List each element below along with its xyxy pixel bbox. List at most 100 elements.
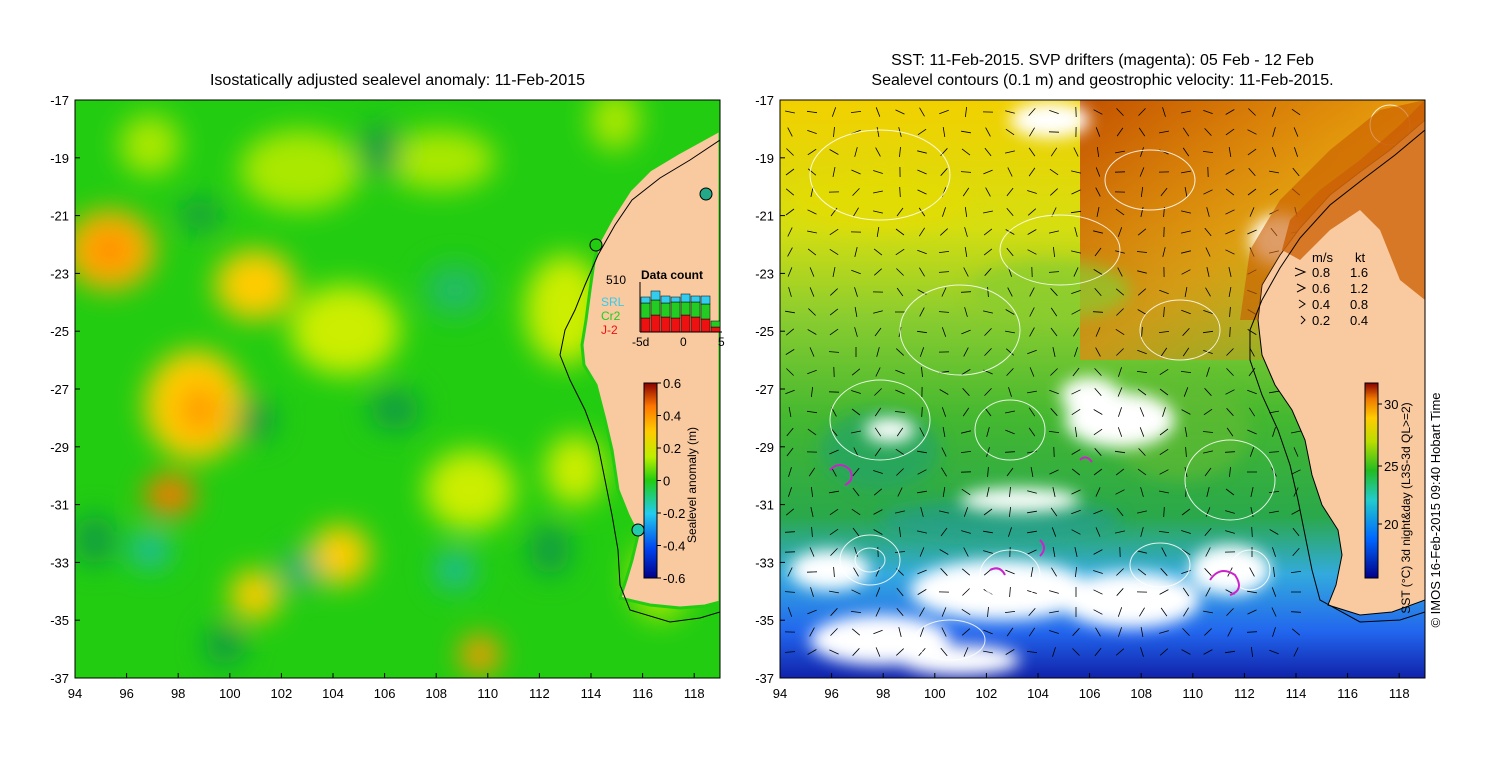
- left-map-title: Isostatically adjusted sealevel anomaly:…: [209, 72, 586, 89]
- data-count-max: 510: [606, 273, 626, 287]
- left-map-xtick-label: 112: [529, 686, 550, 701]
- right-map-xtick-label: 114: [1286, 686, 1307, 701]
- left-map-xtick-label: 114: [581, 686, 602, 701]
- right-map-axes: 94 96 98 100 102 104 106 108 110 112 114 116 118 -17 -…: [755, 93, 1409, 701]
- sea-surface-temperature-map: [780, 100, 1425, 678]
- data-count-bar-j2: [660, 316, 671, 333]
- right-map-ytick-label: -21: [755, 209, 774, 224]
- left-map-xtick-label: 104: [322, 686, 344, 701]
- left-map-ytick-label: -35: [50, 613, 69, 628]
- data-count-bar-j2: [700, 318, 711, 333]
- velocity-legend-ms: 0.2: [1312, 313, 1330, 328]
- left-map-xtick-label: 118: [684, 686, 705, 701]
- left-map-ytick-label: -31: [50, 498, 69, 513]
- left-map-xtick-label: 116: [632, 686, 653, 701]
- right-map-xtick-label: 110: [1182, 686, 1203, 701]
- data-count-bar-cr2: [650, 299, 661, 316]
- left-map-ytick-label: -27: [50, 382, 69, 397]
- right-map-xtick-label: 112: [1234, 686, 1255, 701]
- left-map-ytick-label: -19: [50, 151, 69, 166]
- left-map-ytick-label: -17: [50, 93, 69, 108]
- right-map-xtick-label: 100: [924, 686, 946, 701]
- geostrophic-velocity-arrows: [784, 106, 1302, 658]
- left-map-xtick-label: 108: [425, 686, 447, 701]
- left-map-xtick-label: 110: [477, 686, 498, 701]
- left-map-ytick-label: -23: [50, 266, 69, 281]
- right-map-xtick-label: 96: [824, 686, 838, 701]
- data-count-xtick-0: -5d: [632, 335, 649, 349]
- data-count-bar-srl: [680, 293, 691, 303]
- right-map-xtick-label: 94: [773, 686, 787, 701]
- data-count-bar-srl: [640, 296, 651, 304]
- velocity-legend-arrow: [1294, 267, 1307, 277]
- right-colorbar-label: SST (°C) 3d night&day (L3S-3d QL>=2): [1399, 402, 1413, 613]
- left-map-xtick-label: 94: [68, 686, 82, 701]
- data-count-bar-srl: [700, 295, 711, 305]
- left-colorbar-tick-label: -0.2: [663, 506, 685, 521]
- left-colorbar-tick-label: 0.2: [663, 441, 681, 456]
- data-count-bar-cr2: [640, 302, 651, 319]
- right-map-title-line2: Sealevel contours (0.1 m) and geostrophi…: [871, 72, 1334, 89]
- data-count-bar-srl: [690, 295, 701, 303]
- data-count-bar-cr2: [670, 301, 681, 319]
- left-map-xtick-label: 102: [271, 686, 293, 701]
- left-map-ytick-label: -33: [50, 555, 69, 570]
- right-colorbar: [1364, 382, 1379, 579]
- right-map-ytick-label: -17: [755, 93, 774, 108]
- velocity-legend-header-kt: kt: [1355, 250, 1366, 265]
- velocity-legend-arrow: [1296, 283, 1307, 293]
- data-count-bar-srl: [650, 290, 661, 301]
- velocity-legend-ms: 0.6: [1312, 281, 1330, 296]
- data-count-bar-srl: [670, 296, 681, 303]
- right-map-xtick-label: 102: [976, 686, 998, 701]
- left-map-xtick-label: 106: [374, 686, 396, 701]
- data-count-inset: Data count 510 SRL Cr2 J-2 -5d 0 5: [601, 268, 725, 349]
- right-map-ytick-label: -37: [755, 671, 774, 686]
- left-map-xtick-label: 96: [119, 686, 133, 701]
- right-map-ytick-label: -35: [755, 613, 774, 628]
- right-colorbar-tick-label: 20: [1384, 517, 1398, 532]
- right-map-ytick-label: -31: [755, 498, 774, 513]
- data-count-bar-j2: [690, 316, 701, 333]
- right-colorbar-tick-label: 25: [1384, 459, 1398, 474]
- data-count-bar-j2: [640, 317, 651, 333]
- right-map-ytick-label: -33: [755, 555, 774, 570]
- data-count-bar-j2: [680, 314, 691, 333]
- left-map-ytick-label: -29: [50, 440, 69, 455]
- data-count-bar-srl: [660, 295, 671, 304]
- left-map-ytick-label: -21: [50, 209, 69, 224]
- right-map-xtick-label: 98: [876, 686, 890, 701]
- right-map-xtick-label: 118: [1389, 686, 1410, 701]
- left-map-xtick-label: 98: [171, 686, 185, 701]
- velocity-legend-header-ms: m/s: [1312, 250, 1333, 265]
- velocity-legend: m/s kt 0.8 1.60.6 1.20.4 0.80.2 0.4: [1294, 250, 1368, 328]
- data-count-xtick-2: 5: [718, 335, 725, 349]
- right-map-ytick-label: -25: [755, 324, 774, 339]
- left-colorbar-ticks: 0.6 0.4 0.2 0 -0.2 -0.4 -0.6: [657, 376, 685, 586]
- velocity-legend-kt: 0.8: [1350, 297, 1368, 312]
- right-colorbar-ticks: 30 25 20: [1378, 397, 1398, 532]
- left-colorbar-tick-label: 0.4: [663, 409, 681, 424]
- velocity-legend-arrow: [1300, 315, 1306, 325]
- right-map-ytick-label: -23: [755, 266, 774, 281]
- data-count-bar-cr2: [660, 302, 671, 318]
- right-map-title-line1: SST: 11-Feb-2015. SVP drifters (magenta)…: [891, 52, 1314, 69]
- right-map-xtick-label: 108: [1130, 686, 1152, 701]
- left-colorbar-tick-label: 0: [663, 474, 670, 489]
- left-colorbar: [643, 382, 658, 579]
- data-count-title: Data count: [641, 268, 703, 282]
- data-count-bar-cr2: [710, 320, 721, 328]
- data-count-bar-cr2: [700, 303, 711, 320]
- data-count-bar-j2: [710, 326, 721, 333]
- left-map-ytick-label: -25: [50, 324, 69, 339]
- right-map-xtick-label: 116: [1337, 686, 1358, 701]
- data-count-xtick-1: 0: [680, 335, 687, 349]
- left-colorbar-tick-label: 0.6: [663, 376, 681, 391]
- left-colorbar-tick-label: -0.6: [663, 571, 685, 586]
- data-count-bar-cr2: [680, 301, 691, 316]
- right-map-xtick-label: 104: [1027, 686, 1049, 701]
- left-map-axes: 94 96 98 100 102 104 106 108 110 112 114 116 118 -17 -…: [50, 93, 704, 701]
- velocity-legend-ms: 0.8: [1312, 265, 1330, 280]
- left-colorbar-tick-label: -0.4: [663, 539, 685, 554]
